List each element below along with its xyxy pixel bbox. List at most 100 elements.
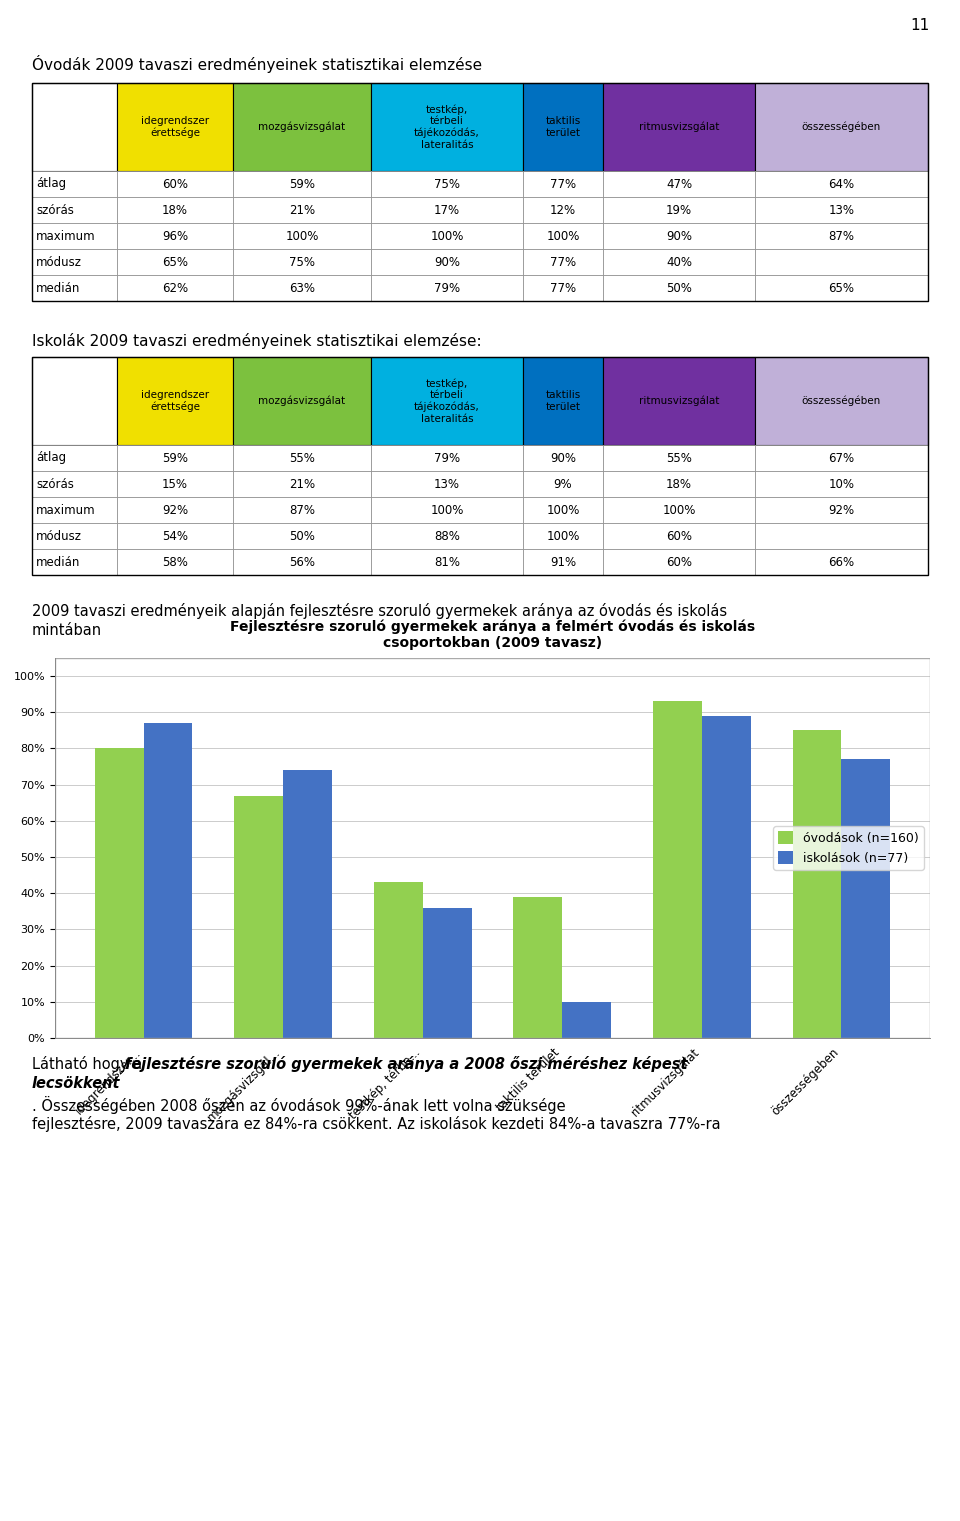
- Text: 79%: 79%: [434, 452, 460, 464]
- Text: 13%: 13%: [434, 478, 460, 490]
- Bar: [95, 748, 144, 1037]
- Bar: [371, 523, 523, 549]
- Text: mintában: mintában: [32, 624, 102, 637]
- Bar: [702, 716, 751, 1037]
- Bar: [233, 497, 371, 523]
- Bar: [32, 275, 117, 301]
- Bar: [144, 722, 192, 1037]
- Bar: [371, 170, 523, 198]
- Bar: [755, 446, 928, 472]
- Bar: [55, 659, 930, 1037]
- Bar: [117, 224, 233, 249]
- Text: 56%: 56%: [289, 555, 315, 569]
- Bar: [233, 198, 371, 224]
- Bar: [371, 497, 523, 523]
- Text: mozgásvizsgálat: mozgásvizsgálat: [258, 395, 346, 406]
- Text: lecsökkent: lecsökkent: [32, 1075, 121, 1091]
- Bar: [514, 897, 563, 1037]
- Bar: [234, 795, 283, 1037]
- Bar: [755, 497, 928, 523]
- Bar: [32, 497, 117, 523]
- Bar: [117, 198, 233, 224]
- Text: 62%: 62%: [162, 281, 188, 295]
- Bar: [755, 249, 928, 275]
- Bar: [523, 84, 603, 170]
- Text: 75%: 75%: [434, 178, 460, 190]
- Bar: [755, 84, 928, 170]
- Bar: [523, 446, 603, 472]
- Bar: [603, 523, 755, 549]
- Text: 92%: 92%: [162, 503, 188, 517]
- Text: szórás: szórás: [36, 478, 74, 490]
- Bar: [523, 497, 603, 523]
- Bar: [117, 357, 233, 446]
- Bar: [117, 84, 233, 170]
- Bar: [755, 357, 928, 446]
- Text: 81%: 81%: [434, 555, 460, 569]
- Title: Fejlesztésre szoruló gyermekek aránya a felmért óvodás és iskolás
csoportokban (: Fejlesztésre szoruló gyermekek aránya a …: [230, 619, 756, 649]
- Text: 77%: 77%: [550, 256, 576, 269]
- Text: 96%: 96%: [162, 230, 188, 242]
- Bar: [523, 275, 603, 301]
- Bar: [233, 472, 371, 497]
- Text: idegrendszer
érettsége: idegrendszer érettsége: [141, 116, 209, 138]
- Bar: [603, 446, 755, 472]
- Bar: [603, 497, 755, 523]
- Bar: [371, 198, 523, 224]
- Bar: [373, 882, 422, 1037]
- Text: 92%: 92%: [828, 503, 854, 517]
- Bar: [233, 357, 371, 446]
- Text: fejlesztésre, 2009 tavaszára ez 84%-ra csökkent. Az iskolások kezdeti 84%-a tava: fejlesztésre, 2009 tavaszára ez 84%-ra c…: [32, 1116, 721, 1132]
- Bar: [755, 472, 928, 497]
- Text: 100%: 100%: [430, 503, 464, 517]
- Bar: [523, 549, 603, 575]
- Bar: [371, 357, 523, 446]
- Text: szórás: szórás: [36, 204, 74, 216]
- Text: 59%: 59%: [289, 178, 315, 190]
- Bar: [233, 446, 371, 472]
- Bar: [371, 84, 523, 170]
- Text: módusz: módusz: [36, 529, 82, 543]
- Bar: [523, 198, 603, 224]
- Bar: [523, 523, 603, 549]
- Bar: [233, 170, 371, 198]
- Text: átlag: átlag: [36, 178, 66, 190]
- Bar: [563, 1002, 612, 1037]
- Bar: [233, 523, 371, 549]
- Text: mozgásvizsgálat: mozgásvizsgálat: [258, 122, 346, 132]
- Bar: [755, 549, 928, 575]
- Bar: [117, 170, 233, 198]
- Bar: [523, 357, 603, 446]
- Text: összességében: összességében: [802, 395, 881, 406]
- Text: Iskolák 2009 tavaszi eredményeinek statisztikai elemzése:: Iskolák 2009 tavaszi eredményeinek stati…: [32, 333, 482, 348]
- Text: testkép,
térbeli
tájékozódás,
lateralitás: testkép, térbeli tájékozódás, lateralitá…: [414, 103, 480, 151]
- Text: összességében: összességében: [802, 122, 881, 132]
- Bar: [371, 275, 523, 301]
- Bar: [32, 84, 928, 301]
- Bar: [117, 523, 233, 549]
- Bar: [32, 249, 117, 275]
- Bar: [117, 249, 233, 275]
- Text: 75%: 75%: [289, 256, 315, 269]
- Bar: [32, 446, 117, 472]
- Bar: [523, 224, 603, 249]
- Text: fejlesztésre szoruló gyermekek aránya a 2008 őszi méréshez képest: fejlesztésre szoruló gyermekek aránya a …: [125, 1056, 687, 1072]
- Text: 91%: 91%: [550, 555, 576, 569]
- Text: idegrendszer
érettsége: idegrendszer érettsége: [141, 389, 209, 412]
- Bar: [523, 170, 603, 198]
- Text: 77%: 77%: [550, 178, 576, 190]
- Text: 60%: 60%: [666, 555, 692, 569]
- Text: maximum: maximum: [36, 503, 96, 517]
- Text: 59%: 59%: [162, 452, 188, 464]
- Text: 21%: 21%: [289, 204, 315, 216]
- Bar: [755, 224, 928, 249]
- Text: Látható hogy a: Látható hogy a: [32, 1056, 147, 1072]
- Text: 65%: 65%: [162, 256, 188, 269]
- Bar: [117, 549, 233, 575]
- Bar: [523, 249, 603, 275]
- Text: testkép,
térbeli
tájékozódás,
lateralitás: testkép, térbeli tájékozódás, lateralitá…: [414, 379, 480, 424]
- Bar: [32, 549, 117, 575]
- Text: taktilis
terület: taktilis terület: [545, 116, 581, 138]
- Bar: [603, 249, 755, 275]
- Text: 65%: 65%: [828, 281, 854, 295]
